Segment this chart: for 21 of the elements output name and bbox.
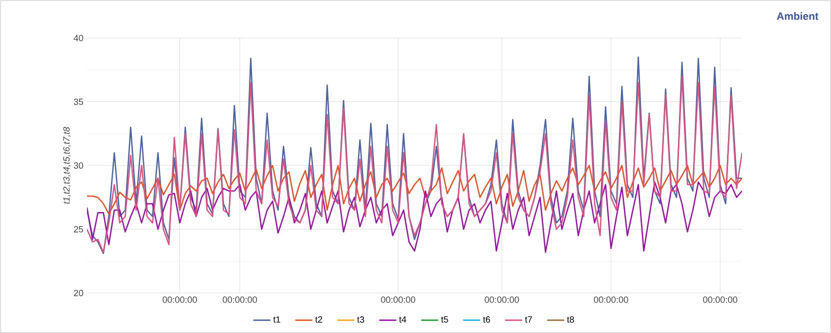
x-tick-label: 00:00:00 — [484, 296, 519, 303]
legend-label: t3 — [357, 316, 364, 323]
legend-label: t5 — [441, 316, 448, 323]
y-axis-title: t1,t2,t3,t4,t5,t6,t7,t8 — [63, 126, 71, 204]
y-tick-label: 35 — [74, 98, 84, 105]
legend-label: t7 — [525, 316, 532, 323]
legend-label: t8 — [567, 316, 574, 323]
x-tick-label: 00:00:00 — [222, 296, 257, 303]
legend-label: t2 — [315, 316, 322, 323]
x-tick-label: 00:00:00 — [381, 296, 416, 303]
x-tick-label: 00:00:00 — [594, 296, 628, 303]
legend-label: t4 — [399, 316, 406, 323]
y-tick-label: 40 — [74, 34, 84, 42]
y-tick-label: 20 — [74, 290, 84, 296]
text: Ambient — [776, 12, 818, 20]
legend-label: t6 — [483, 316, 490, 323]
x-tick-label: 00:00:00 — [162, 296, 197, 303]
x-tick-label: 00:00:00 — [703, 296, 738, 303]
y-tick-label: 30 — [74, 162, 84, 169]
legend-label: t1 — [273, 316, 280, 323]
y-tick-label: 25 — [74, 226, 84, 232]
